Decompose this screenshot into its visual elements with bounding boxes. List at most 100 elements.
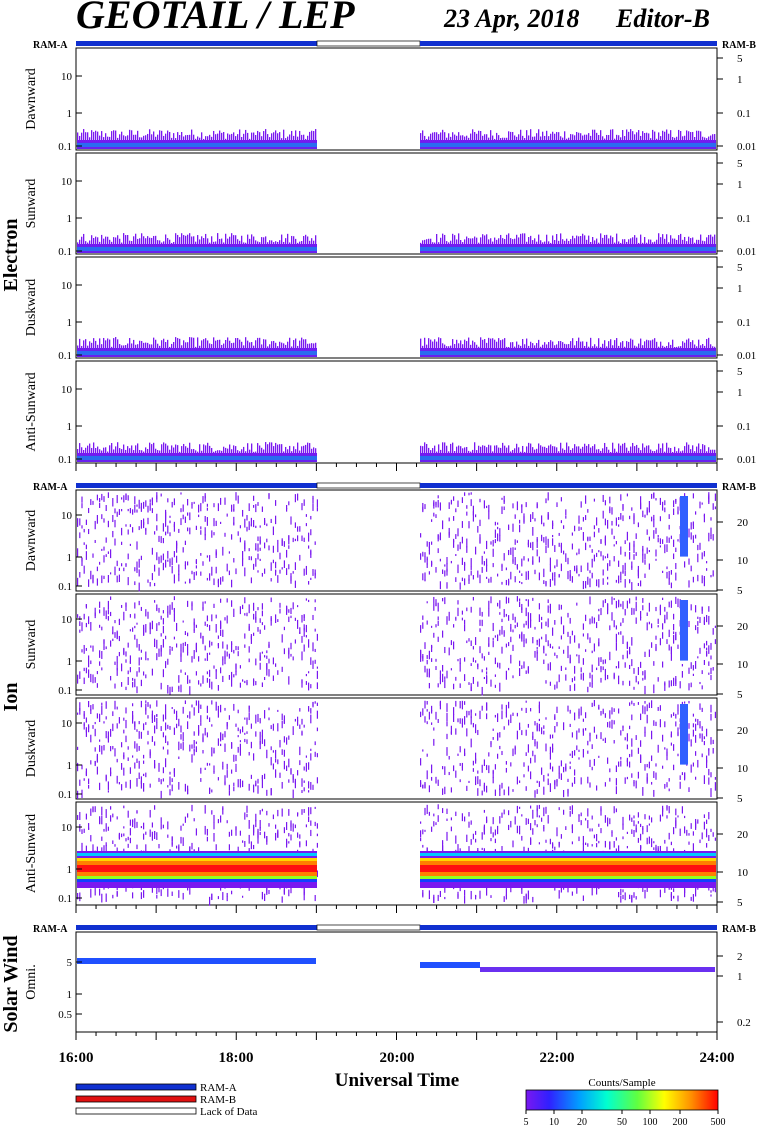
flux-pixel <box>607 674 609 680</box>
flux-pixel <box>668 832 670 840</box>
flux-pixel <box>545 717 547 720</box>
flux-pixel <box>668 601 670 608</box>
flux-pixel <box>591 844 593 847</box>
flux-pixel <box>594 344 596 350</box>
flux-pixel <box>90 709 92 715</box>
flux-pixel <box>457 607 459 617</box>
flux-pixel <box>710 344 712 350</box>
flux-pixel <box>629 761 631 768</box>
flux-pixel <box>231 641 233 645</box>
flux-pixel <box>448 647 450 656</box>
flux-pixel <box>541 537 543 542</box>
flux-pixel <box>510 714 512 724</box>
flux-pixel <box>138 745 140 751</box>
flux-pixel <box>241 136 243 142</box>
flux-pixel <box>464 239 466 246</box>
flux-pixel <box>591 702 593 707</box>
flux-pixel <box>585 614 587 622</box>
flux-pixel <box>294 494 296 503</box>
flux-pixel <box>176 643 178 648</box>
flux-pixel <box>629 725 631 730</box>
flux-pixel <box>438 242 440 246</box>
flux-pixel <box>633 781 635 787</box>
flux-pixel <box>118 834 120 840</box>
flux-pixel <box>660 448 662 455</box>
flux-pixel <box>470 133 472 142</box>
flux-pixel <box>157 134 159 142</box>
flux-pixel <box>492 640 494 648</box>
flux-pixel <box>118 651 120 657</box>
flux-pixel <box>470 566 472 570</box>
flux-pixel <box>308 816 310 823</box>
flux-pixel <box>591 828 593 832</box>
flux-pixel <box>680 233 682 246</box>
flux-pixel <box>476 344 478 350</box>
flux-pixel <box>305 840 307 847</box>
flux-pixel <box>455 700 457 707</box>
right-tick-label: 5 <box>737 366 743 378</box>
flux-pixel <box>635 824 637 832</box>
flux-pixel <box>268 707 270 711</box>
flux-pixel <box>668 514 670 519</box>
flux-pixel <box>189 686 191 695</box>
flux-pixel <box>523 895 525 904</box>
flux-pixel <box>626 642 628 650</box>
flux-pixel <box>492 241 494 246</box>
flux-pixel <box>646 339 648 350</box>
flux-pixel <box>87 132 89 142</box>
flux-pixel <box>538 572 540 581</box>
flux-pixel <box>110 640 112 647</box>
flux-pixel <box>556 655 558 659</box>
flux-pixel <box>162 553 164 561</box>
flux-pixel <box>505 894 507 900</box>
flux-pixel <box>235 826 237 831</box>
flux-pixel <box>560 563 562 572</box>
flux-pixel <box>127 577 129 586</box>
flux-pixel <box>699 647 701 654</box>
flux-pixel <box>437 636 439 642</box>
flux-pixel <box>79 629 81 633</box>
flux-pixel <box>608 449 610 455</box>
flux-pixel <box>644 341 646 350</box>
flux-pixel <box>266 650 268 654</box>
flux-pixel <box>163 442 165 455</box>
flux-enhancement <box>680 600 688 661</box>
flux-pixel <box>178 570 180 576</box>
flux-pixel <box>204 825 206 835</box>
flux-pixel <box>544 342 546 350</box>
flux-pixel <box>105 537 107 543</box>
flux-pixel <box>286 838 288 848</box>
flux-pixel <box>141 137 143 142</box>
flux-pixel <box>655 558 657 561</box>
flux-pixel <box>77 518 79 527</box>
flux-pixel <box>239 748 241 756</box>
flux-pixel <box>89 341 91 350</box>
flux-pixel <box>151 134 153 142</box>
flux-pixel <box>602 666 604 671</box>
flux-pixel <box>242 550 244 560</box>
flux-pixel <box>596 886 598 895</box>
flux-pixel <box>431 560 433 566</box>
flux-pixel <box>503 809 505 815</box>
flux-pixel <box>525 599 527 602</box>
flux-pixel <box>674 238 676 246</box>
flux-pixel <box>176 715 178 721</box>
flux-pixel <box>651 730 653 740</box>
flux-pixel <box>604 713 606 718</box>
flux-pixel <box>668 806 670 814</box>
flux-pixel <box>217 685 219 691</box>
flux-pixel <box>437 500 439 508</box>
flux-pixel <box>436 341 438 350</box>
flux-pixel <box>644 685 646 695</box>
flux-pixel <box>246 681 248 686</box>
flux-pixel <box>618 241 620 246</box>
flux-pixel <box>123 611 125 621</box>
flux-pixel <box>224 743 226 752</box>
flux-pixel <box>253 504 255 508</box>
flux-pixel <box>180 669 182 673</box>
flux-pixel <box>560 760 562 767</box>
flux-pixel <box>99 561 101 565</box>
flux-pixel <box>184 641 186 646</box>
flux-pixel <box>275 569 277 576</box>
flux-pixel <box>666 815 668 819</box>
